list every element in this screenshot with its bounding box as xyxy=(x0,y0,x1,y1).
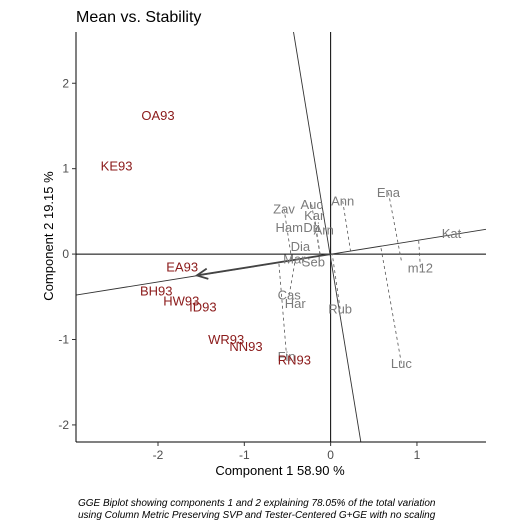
environment-label: Kat xyxy=(442,226,462,241)
genotype-label: NN93 xyxy=(229,339,262,354)
environment-label: Dri xyxy=(303,220,320,235)
genotype-label: ID93 xyxy=(189,300,216,315)
projection-line xyxy=(278,262,288,357)
genotype-label: HW93 xyxy=(163,294,199,309)
axes: -2 -1 0 1 -2 -1 0 1 2 xyxy=(58,32,486,462)
environment-label: Dia xyxy=(291,239,311,254)
environment-label: Ham xyxy=(275,220,302,235)
aec-ordinate-line xyxy=(293,32,362,442)
environment-label: Fin xyxy=(278,349,296,364)
environment-label: Kar xyxy=(304,208,325,223)
environment-label: Ena xyxy=(377,185,401,200)
caption-line-2: using Column Metric Preserving SVP and T… xyxy=(78,510,436,521)
environment-label: Auc xyxy=(300,197,323,212)
genotype-label: BH93 xyxy=(140,283,173,298)
environment-label: Mar xyxy=(283,252,306,267)
genotype-label: WR93 xyxy=(208,332,244,347)
chart-title: Mean vs. Stability xyxy=(76,9,201,26)
projection-line xyxy=(380,246,402,364)
environment-label: Luc xyxy=(391,356,412,371)
environment-label: Arn xyxy=(314,223,334,238)
projection-line xyxy=(418,240,421,268)
y-tick-label: 0 xyxy=(62,247,69,261)
y-tick-label: 2 xyxy=(62,76,69,90)
y-tick-label: -1 xyxy=(58,333,69,347)
genotype-label: KE93 xyxy=(101,159,133,174)
genotype-label: RN93 xyxy=(278,353,311,368)
environment-label: Rub xyxy=(328,301,352,316)
y-tick-label: 1 xyxy=(62,162,69,176)
average-environment-arrow xyxy=(196,253,331,277)
genotype-label: OA93 xyxy=(141,108,174,123)
projection-line xyxy=(388,192,402,261)
environment-label: Cas xyxy=(278,288,302,303)
x-tick-label: -1 xyxy=(239,448,250,462)
x-tick-label: -2 xyxy=(153,448,164,462)
genotype-label: EA93 xyxy=(166,259,198,274)
caption-line-1: GGE Biplot showing components 1 and 2 ex… xyxy=(78,498,436,509)
x-tick-label: 1 xyxy=(414,448,421,462)
environment-label: Ann xyxy=(331,194,354,209)
x-tick-label: 0 xyxy=(327,448,334,462)
environment-label: Har xyxy=(285,296,307,311)
projection-line xyxy=(342,201,351,251)
y-tick-label: -2 xyxy=(58,418,69,432)
arrow-head xyxy=(194,267,209,280)
environment-label: m12 xyxy=(408,260,433,275)
environment-label: Seb xyxy=(302,254,325,269)
y-axis-label: Component 2 19.15 % xyxy=(41,171,56,301)
environment-label: Zav xyxy=(273,201,295,216)
x-axis-label: Component 1 58.90 % xyxy=(215,463,345,478)
projection-line xyxy=(313,215,321,256)
projection-line xyxy=(283,208,293,261)
